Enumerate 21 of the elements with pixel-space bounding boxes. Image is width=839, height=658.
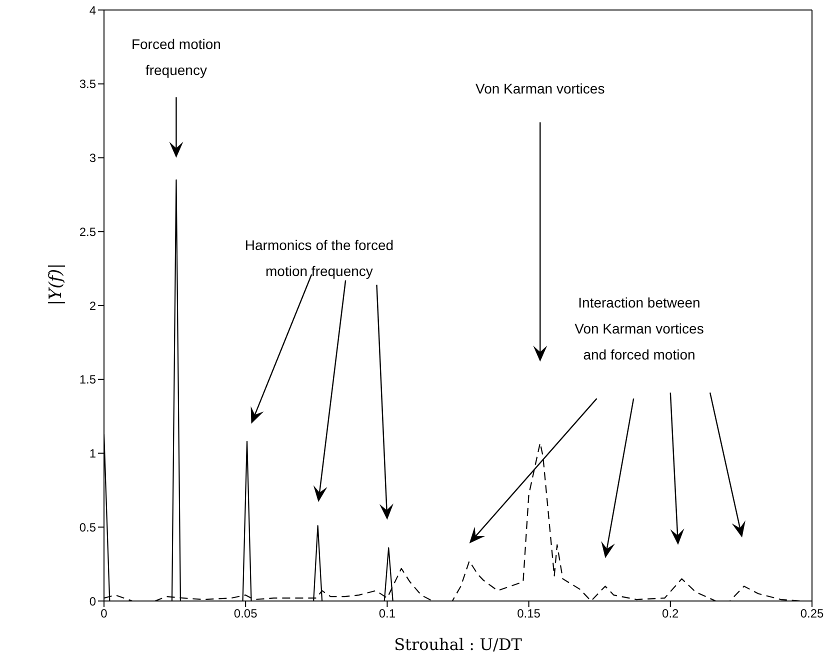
y-tick-label: 1.5 (79, 372, 96, 387)
x-tick-label: 0.25 (800, 606, 824, 621)
y-tick-label: 2.5 (79, 224, 96, 239)
x-tick-label: 0 (100, 606, 108, 621)
annotation: Interaction between Von Karman vortices and forced motion (574, 294, 704, 363)
y-tick-label: 0 (89, 594, 96, 608)
annotation: Forced motion frequency (131, 36, 221, 78)
annotation: Harmonics of the forced motion frequency (244, 236, 394, 279)
x-tick-label: 0.15 (517, 606, 541, 621)
y-tick-label: 2 (89, 298, 96, 313)
x-tick-label: 0.05 (234, 606, 258, 621)
y-tick-label: 1 (89, 446, 96, 461)
y-tick-label: 3 (89, 151, 96, 166)
y-tick-label: 3.5 (79, 77, 96, 92)
y-tick-label: 4 (89, 3, 96, 18)
y-axis-title: |Y(f)| (46, 263, 66, 306)
y-tick-label: 0.5 (79, 520, 96, 534)
x-tick-label: 0.1 (378, 606, 396, 621)
x-axis-title: Strouhal : U/DT (394, 635, 522, 654)
annotation: Von Karman vortices (476, 80, 605, 96)
x-tick-label: 0.2 (662, 606, 680, 621)
